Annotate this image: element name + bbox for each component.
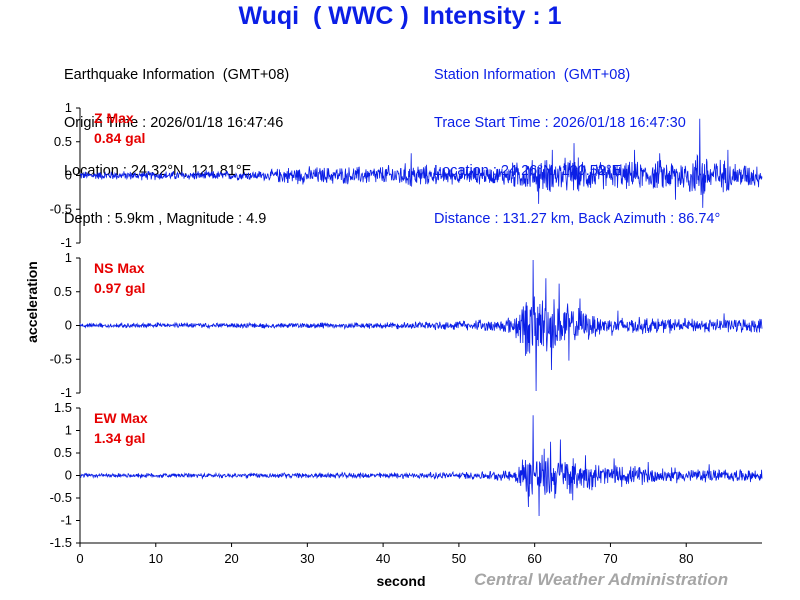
x-tick-label: 50 bbox=[452, 551, 466, 566]
trace-ew bbox=[79, 415, 763, 517]
trace-z bbox=[79, 118, 763, 208]
origin-time: Origin Time : 2026/01/18 16:47:46 bbox=[64, 115, 284, 131]
panel-ns: -1 -0.5 0 0.5 1 NS Max 0.97 gal bbox=[50, 250, 763, 400]
y-axis-label: acceleration bbox=[24, 261, 40, 343]
x-tick-label: 60 bbox=[527, 551, 541, 566]
x-tick-label: 80 bbox=[679, 551, 693, 566]
panel-name-ns: NS Max bbox=[94, 260, 145, 276]
y-tick-label: 0 bbox=[65, 468, 72, 483]
y-tick-label: 1 bbox=[65, 423, 72, 438]
agency-credit: Central Weather Administration bbox=[474, 570, 729, 589]
seismogram-panels: -1 -0.5 0 0.5 1 Z Max 0.84 gal -1 -0.5 0 0.5 1 NS Ma… bbox=[50, 100, 763, 550]
y-tick-label: 1.5 bbox=[54, 400, 72, 415]
panel-max-z: 0.84 gal bbox=[94, 130, 145, 146]
x-axis: 0 10 20 30 40 50 60 70 80 bbox=[76, 542, 762, 566]
station-info-heading: Station Information (GMT+08) bbox=[434, 67, 631, 83]
y-tick-label: -0.5 bbox=[50, 490, 72, 505]
panel-name-ew: EW Max bbox=[94, 410, 148, 426]
y-tick-label: 0 bbox=[65, 168, 72, 183]
x-tick-label: 70 bbox=[603, 551, 617, 566]
y-tick-label: -1 bbox=[60, 235, 72, 250]
x-tick-label: 20 bbox=[224, 551, 238, 566]
trace-ns bbox=[79, 260, 763, 391]
y-tick-label: -1.5 bbox=[50, 535, 72, 550]
x-tick-label: 10 bbox=[149, 551, 163, 566]
y-tick-label: -1 bbox=[60, 513, 72, 528]
x-tick-label: 40 bbox=[376, 551, 390, 566]
trace-start-time: Trace Start Time : 2026/01/18 16:47:30 bbox=[434, 115, 686, 131]
y-tick-label: -0.5 bbox=[50, 201, 72, 216]
y-tick-label: 1 bbox=[65, 250, 72, 265]
earthquake-info-heading: Earthquake Information (GMT+08) bbox=[64, 67, 290, 83]
y-tick-label: -1 bbox=[60, 385, 72, 400]
x-axis-label: second bbox=[376, 573, 425, 589]
station-distance: Distance : 131.27 km, Back Azimuth : 86.… bbox=[434, 211, 721, 227]
y-tick-label: -0.5 bbox=[50, 351, 72, 366]
panel-max-ns: 0.97 gal bbox=[94, 280, 145, 296]
panel-z: -1 -0.5 0 0.5 1 Z Max 0.84 gal bbox=[50, 100, 763, 250]
y-tick-label: 0.5 bbox=[54, 284, 72, 299]
y-tick-label: 0.5 bbox=[54, 134, 72, 149]
chart-title: Wuqi ( WWC ) Intensity : 1 bbox=[238, 2, 562, 30]
depth-magnitude: Depth : 5.9km , Magnitude : 4.9 bbox=[64, 211, 267, 227]
panel-ew: -1.5 -1 -0.5 0 0.5 1 1.5 EW Max 1.34 gal bbox=[50, 400, 763, 550]
x-tick-label: 0 bbox=[76, 551, 83, 566]
y-tick-label: 0 bbox=[65, 318, 72, 333]
x-tick-label: 30 bbox=[300, 551, 314, 566]
panel-max-ew: 1.34 gal bbox=[94, 430, 145, 446]
y-tick-label: 1 bbox=[65, 100, 72, 115]
y-tick-label: 0.5 bbox=[54, 445, 72, 460]
panel-name-z: Z Max bbox=[94, 110, 134, 126]
